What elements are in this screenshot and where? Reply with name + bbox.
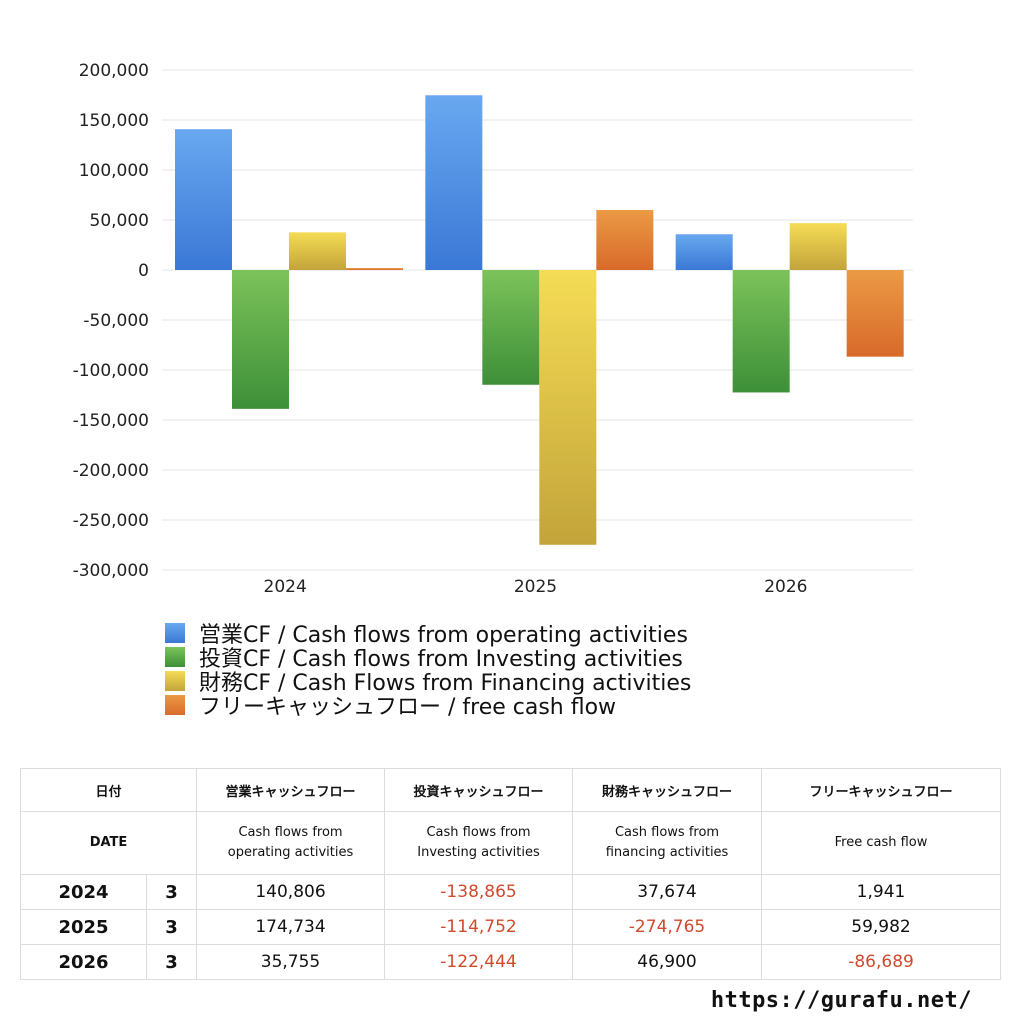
x-tick-label: 2025 bbox=[514, 577, 557, 597]
bar-2024-series-1 bbox=[175, 129, 232, 270]
legend-swatch bbox=[165, 695, 185, 715]
y-tick-label: 100,000 bbox=[79, 161, 149, 181]
header-free-jp: フリーキャッシュフロー bbox=[761, 768, 1002, 812]
header-investing-jp: 投資キャッシュフロー bbox=[384, 768, 574, 812]
x-tick-label: 2024 bbox=[264, 577, 307, 597]
cell-investing: -138,865 bbox=[384, 874, 574, 910]
y-tick-label: 0 bbox=[138, 261, 149, 281]
cell-operating: 35,755 bbox=[196, 944, 386, 980]
header-investing-en-line1: Cash flows from bbox=[426, 825, 531, 840]
cell-month: 3 bbox=[145, 944, 198, 980]
axis-labels: 200,000 150,000 100,000 50,000 0 -50,000 -100,… bbox=[73, 61, 808, 597]
cell-investing: -114,752 bbox=[384, 909, 574, 945]
header-operating-jp: 営業キャッシュフロー bbox=[196, 768, 386, 812]
y-tick-label: -200,000 bbox=[73, 461, 149, 481]
y-tick-label: 150,000 bbox=[79, 111, 149, 131]
y-tick-label: -250,000 bbox=[73, 511, 149, 531]
bar-2025-series-2 bbox=[482, 270, 540, 385]
bar-2025-series-1 bbox=[425, 95, 483, 271]
table-header-row-en: DATE Cash flows from operating activitie… bbox=[19, 811, 1002, 875]
y-tick-label: -150,000 bbox=[73, 411, 149, 431]
legend: 営業CF / Cash flows from operating activit… bbox=[165, 621, 691, 720]
bar-2026-series-1 bbox=[675, 234, 733, 270]
legend-item: 財務CF / Cash Flows from Financing activit… bbox=[165, 669, 691, 696]
bar-2024-series-4 bbox=[346, 268, 403, 270]
header-date-en: DATE bbox=[19, 811, 198, 875]
legend-label: 投資CF / Cash flows from Investing activit… bbox=[199, 647, 683, 672]
y-tick-label: 50,000 bbox=[90, 211, 149, 231]
bar-2026-series-3 bbox=[789, 223, 847, 270]
bar-2024-series-3 bbox=[289, 232, 346, 270]
bar-2026-series-4 bbox=[846, 270, 904, 357]
header-financing-en-line1: Cash flows from bbox=[614, 825, 720, 840]
cell-free: 1,941 bbox=[761, 874, 1002, 910]
bar-chart: 200,000 150,000 100,000 50,000 0 -50,000 -100,… bbox=[73, 61, 913, 597]
legend-label: 財務CF / Cash Flows from Financing activit… bbox=[199, 671, 692, 696]
cell-year: 2024 bbox=[20, 874, 147, 910]
y-tick-label: 200,000 bbox=[79, 61, 149, 81]
header-operating-en-line2: operating activities bbox=[227, 845, 354, 860]
header-operating-en: Cash flows from operating activities bbox=[196, 811, 386, 875]
bar-2025-series-4 bbox=[596, 210, 654, 270]
cell-year: 2025 bbox=[20, 909, 147, 945]
header-financing-en: Cash flows from financing activities bbox=[572, 811, 763, 875]
cell-free: 59,982 bbox=[761, 909, 1002, 945]
legend-swatch bbox=[165, 671, 185, 691]
cell-financing: 37,674 bbox=[572, 874, 763, 910]
bar-2025-series-3 bbox=[539, 270, 597, 545]
cell-investing: -122,444 bbox=[384, 944, 574, 980]
bar-2026-series-2 bbox=[732, 270, 790, 393]
y-tick-label: -300,000 bbox=[73, 561, 149, 581]
cell-free: -86,689 bbox=[761, 944, 1002, 980]
header-operating-en-line1: Cash flows from bbox=[238, 825, 343, 840]
cell-month: 3 bbox=[145, 909, 198, 945]
cell-operating: 140,806 bbox=[196, 874, 386, 910]
table-row: 2025 3 174,734 -114,752 -274,765 59,982 bbox=[20, 909, 1002, 945]
legend-swatch bbox=[165, 623, 185, 643]
legend-label: フリーキャッシュフロー / free cash flow bbox=[199, 695, 617, 720]
site-url[interactable]: https://gurafu.net/ bbox=[710, 988, 972, 1013]
cell-financing: -274,765 bbox=[572, 909, 763, 945]
cash-flow-table: 日付 営業キャッシュフロー 投資キャッシュフロー 財務キャッシュフロー フリーキ… bbox=[19, 768, 1002, 980]
bar-2024-series-2 bbox=[232, 270, 289, 409]
legend-item: 営業CF / Cash flows from operating activit… bbox=[165, 621, 691, 648]
y-tick-label: -50,000 bbox=[83, 311, 149, 331]
cell-month: 3 bbox=[145, 874, 198, 910]
cell-year: 2026 bbox=[20, 944, 147, 980]
legend-item: フリーキャッシュフロー / free cash flow bbox=[165, 693, 691, 720]
header-investing-en: Cash flows from Investing activities bbox=[384, 811, 574, 875]
legend-swatch bbox=[165, 647, 185, 667]
header-investing-en-line2: Investing activities bbox=[417, 845, 540, 860]
legend-label: 営業CF / Cash flows from operating activit… bbox=[199, 623, 688, 648]
bars bbox=[175, 95, 904, 545]
header-free-en: Free cash flow bbox=[761, 811, 1002, 875]
cell-operating: 174,734 bbox=[196, 909, 386, 945]
x-tick-label: 2026 bbox=[764, 577, 807, 597]
header-date-jp: 日付 bbox=[19, 768, 198, 812]
legend-item: 投資CF / Cash flows from Investing activit… bbox=[165, 645, 691, 672]
table-row: 2026 3 35,755 -122,444 46,900 -86,689 bbox=[20, 944, 1002, 980]
header-financing-en-line2: financing activities bbox=[605, 845, 729, 860]
table-row: 2024 3 140,806 -138,865 37,674 1,941 bbox=[20, 874, 1002, 910]
cell-financing: 46,900 bbox=[572, 944, 763, 980]
table-header-row-jp: 日付 営業キャッシュフロー 投資キャッシュフロー 財務キャッシュフロー フリーキ… bbox=[19, 768, 1002, 812]
header-financing-jp: 財務キャッシュフロー bbox=[572, 768, 763, 812]
y-tick-label: -100,000 bbox=[73, 361, 149, 381]
